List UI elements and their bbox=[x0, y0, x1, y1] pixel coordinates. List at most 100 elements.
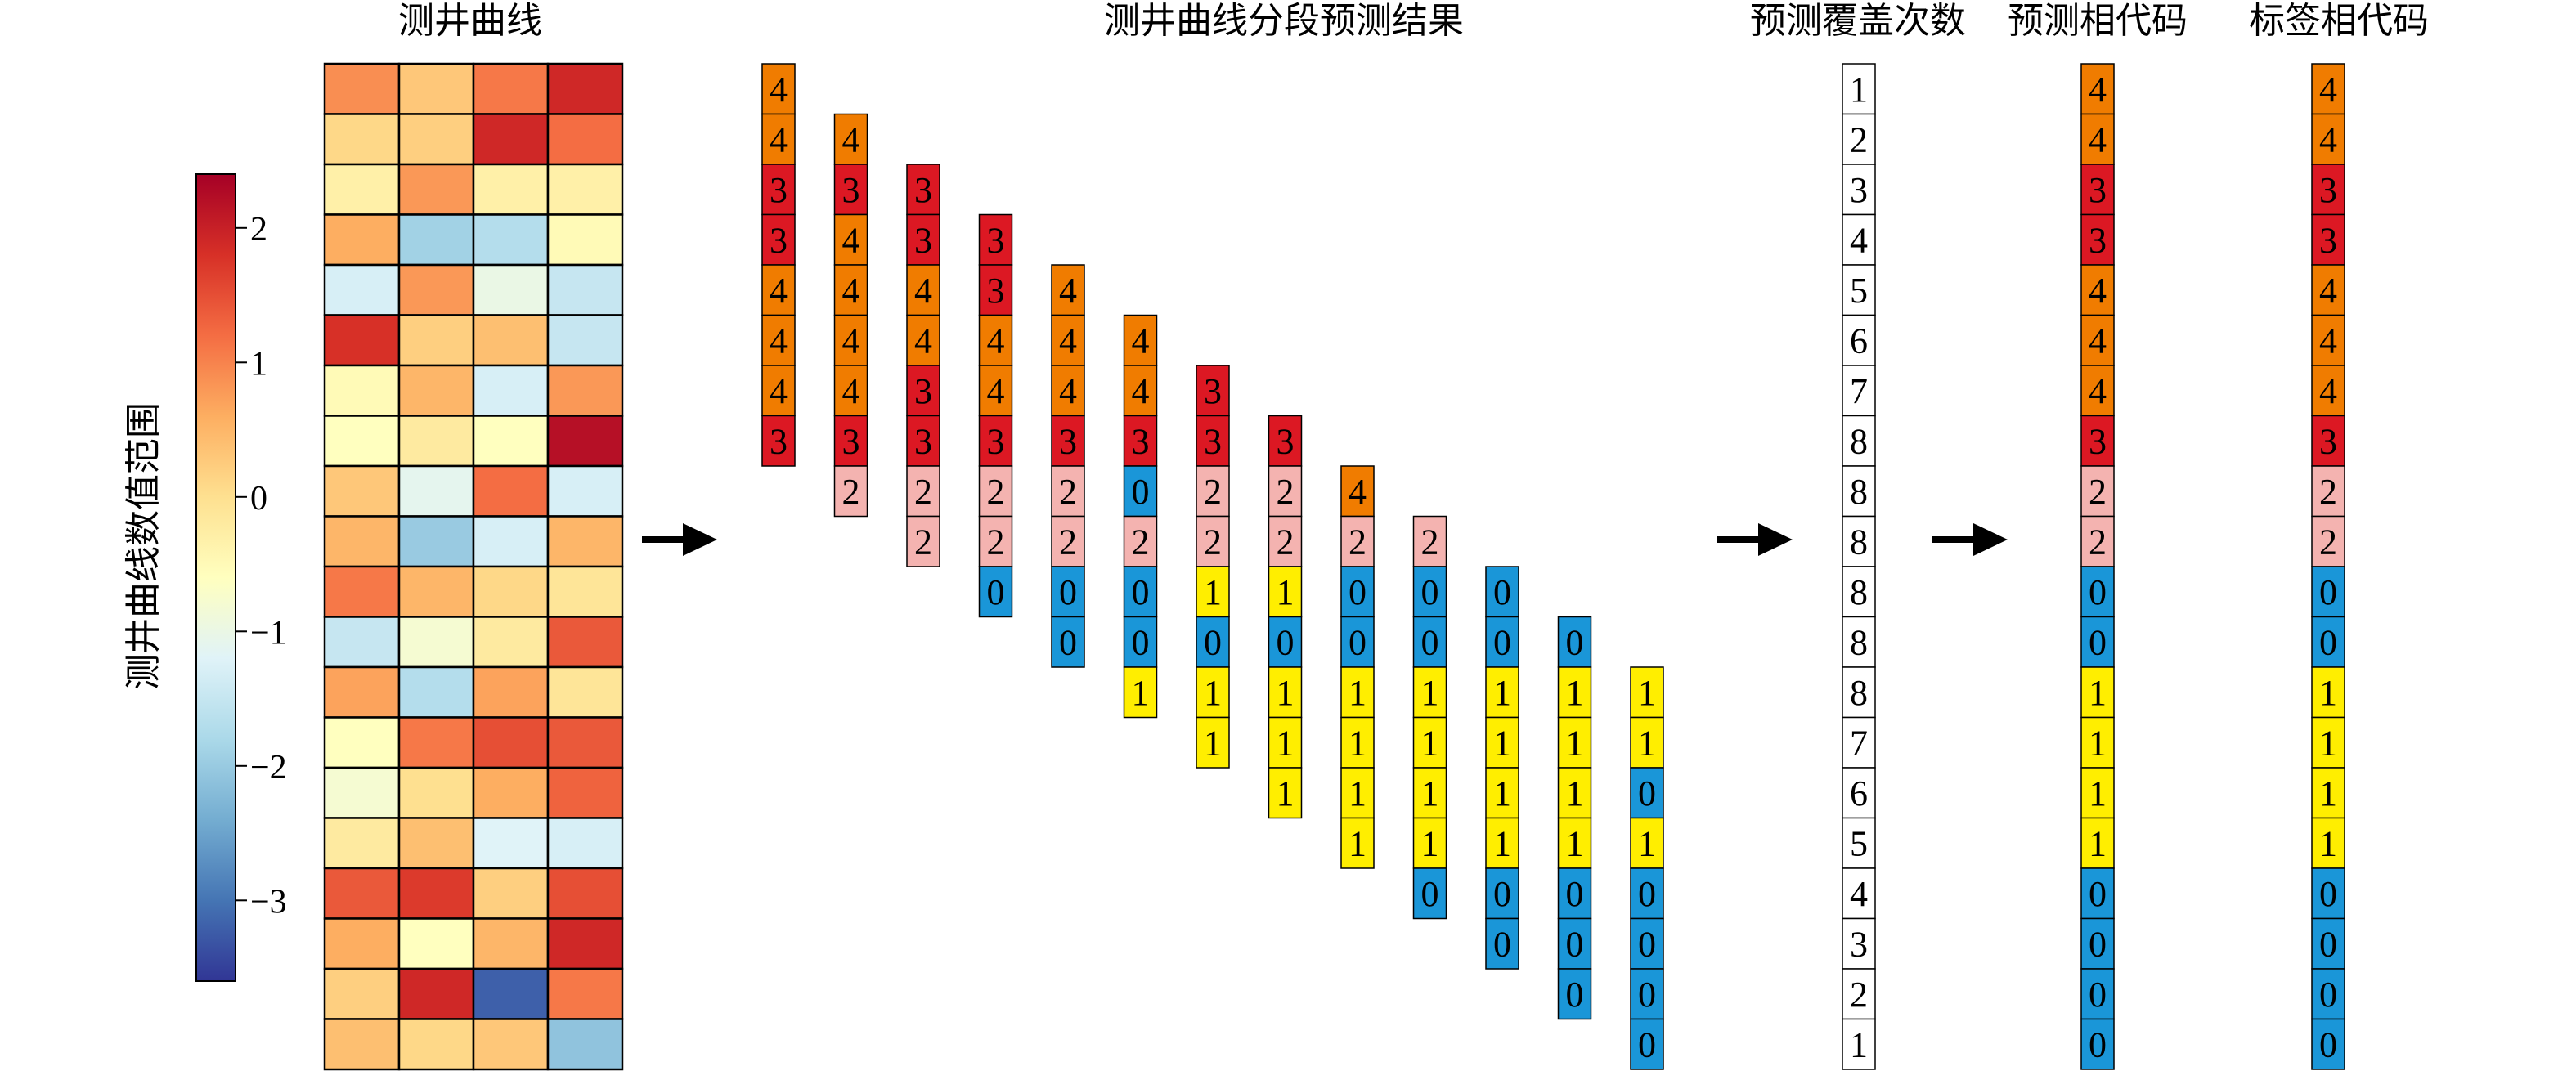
code-cell-label: 1 bbox=[1349, 773, 1367, 813]
code-cell-label: 2 bbox=[1277, 522, 1295, 562]
code-cell: 1 bbox=[2311, 817, 2345, 869]
segment-column: 4 4 3 3 4 4 4 3 bbox=[761, 63, 796, 467]
code-cell-box bbox=[1196, 616, 1230, 668]
code-cell: 3 bbox=[1842, 917, 1876, 970]
code-cell: 2 bbox=[1268, 465, 1303, 518]
heatmap-cell bbox=[546, 62, 624, 115]
code-cell-label: 0 bbox=[1493, 924, 1511, 964]
segment-column: 4 2 0 0 1 1 1 1 bbox=[1340, 465, 1375, 869]
code-cell: 1 bbox=[1268, 666, 1303, 719]
code-cell-box bbox=[1842, 264, 1876, 316]
code-cell-label: 1 bbox=[1566, 723, 1584, 763]
code-cell-label: 1 bbox=[2319, 823, 2337, 863]
code-cell: 1 bbox=[2080, 817, 2115, 869]
code-cell-label: 1 bbox=[1493, 823, 1511, 863]
code-cell-label: 2 bbox=[987, 522, 1005, 562]
code-cell-box bbox=[1485, 817, 1519, 869]
code-cell-box bbox=[1557, 817, 1592, 869]
code-cell: 2 bbox=[978, 465, 1013, 518]
code-cell-box bbox=[1842, 616, 1876, 668]
code-cell-label: 0 bbox=[1349, 572, 1367, 612]
heatmap-cell bbox=[323, 817, 401, 870]
code-cell-label: 4 bbox=[1059, 320, 1077, 361]
code-cell-label: 1 bbox=[1638, 723, 1656, 763]
code-cell: 4 bbox=[2311, 365, 2345, 417]
heatmap-cell bbox=[472, 716, 550, 769]
code-cell: 4 bbox=[761, 264, 796, 316]
code-cell: 3 bbox=[2080, 415, 2115, 467]
code-cell-box bbox=[1557, 867, 1592, 920]
code-cell-box bbox=[1412, 817, 1447, 869]
code-cell-label: 4 bbox=[2089, 69, 2107, 110]
code-cell-box bbox=[1051, 415, 1085, 467]
code-cell-box bbox=[2311, 465, 2345, 518]
segment-column: 3 3 4 4 3 3 2 2 bbox=[906, 164, 940, 567]
code-cell: 3 bbox=[1196, 365, 1230, 417]
code-cell-label: 0 bbox=[1493, 874, 1511, 914]
code-cell-label: 4 bbox=[1059, 371, 1077, 411]
code-cell-box bbox=[1412, 666, 1447, 719]
heatmap-cell bbox=[472, 263, 550, 316]
code-cell-label: 0 bbox=[1059, 622, 1077, 662]
code-cell: 1 bbox=[1196, 566, 1230, 618]
segment-column: 4 4 4 3 2 2 0 0 bbox=[1051, 264, 1085, 668]
code-cell-box bbox=[1268, 716, 1303, 769]
code-cell: 1 bbox=[1630, 817, 1664, 869]
code-cell-label: 1 bbox=[1204, 572, 1222, 612]
code-cell: 1 bbox=[1340, 666, 1375, 719]
heatmap-cell bbox=[472, 867, 550, 920]
code-cell-label: 2 bbox=[2319, 522, 2337, 562]
code-cell-box bbox=[1340, 616, 1375, 668]
heatmap-cell bbox=[323, 213, 401, 267]
code-cell-box bbox=[978, 465, 1013, 518]
code-cell-box bbox=[1051, 264, 1085, 316]
code-cell: 6 bbox=[1842, 767, 1876, 819]
code-cell: 8 bbox=[1842, 566, 1876, 618]
code-cell-box bbox=[1123, 515, 1158, 567]
code-cell: 4 bbox=[1340, 465, 1375, 518]
code-cell-box bbox=[906, 415, 940, 467]
code-cell-label: 0 bbox=[1638, 1024, 1656, 1064]
code-cell: 1 bbox=[1630, 666, 1664, 719]
heatmap-cell bbox=[472, 766, 550, 819]
colorbar: 2 1 0 −1 −2 −3 测井曲线数值范围 bbox=[123, 173, 287, 982]
code-cell: 4 bbox=[833, 113, 868, 165]
heatmap-cell bbox=[397, 464, 475, 518]
code-cell: 4 bbox=[2311, 264, 2345, 316]
code-cell: 4 bbox=[761, 113, 796, 165]
heatmap-cell bbox=[397, 917, 475, 970]
code-cell-box bbox=[1842, 968, 1876, 1020]
heatmap-cell bbox=[397, 967, 475, 1020]
code-cell-label: 5 bbox=[1850, 271, 1868, 311]
code-cell-label: 0 bbox=[1566, 975, 1584, 1015]
code-cell: 3 bbox=[1051, 415, 1085, 467]
code-cell-box bbox=[1842, 314, 1876, 366]
code-cell-label: 4 bbox=[1850, 220, 1868, 260]
code-cell-box bbox=[2311, 213, 2345, 266]
code-cell: 4 bbox=[761, 63, 796, 115]
heatmap-cell bbox=[546, 364, 624, 417]
heatmap-cell bbox=[323, 716, 401, 769]
code-cell-box bbox=[1630, 767, 1664, 819]
code-cell-box bbox=[1123, 415, 1158, 467]
heatmap-cell bbox=[546, 766, 624, 819]
code-cell: 3 bbox=[906, 415, 940, 467]
heatmap-cell bbox=[472, 817, 550, 870]
segment-column: 3 2 2 1 0 1 1 1 bbox=[1268, 415, 1303, 819]
code-cell-label: 4 bbox=[1850, 874, 1868, 914]
segment-column: 2 0 0 1 1 1 1 0 bbox=[1412, 515, 1447, 920]
code-cell-box bbox=[2311, 666, 2345, 719]
code-cell-label: 1 bbox=[1493, 773, 1511, 813]
heatmap-cell bbox=[472, 213, 550, 267]
heatmap-cell bbox=[323, 464, 401, 518]
code-cell-label: 0 bbox=[1493, 572, 1511, 612]
code-cell: 0 bbox=[1557, 867, 1592, 920]
heatmap-cell bbox=[472, 565, 550, 618]
code-cell: 0 bbox=[1196, 616, 1230, 668]
code-cell-box bbox=[906, 465, 940, 518]
code-cell-box bbox=[1268, 515, 1303, 567]
code-cell-box bbox=[1412, 867, 1447, 920]
code-cell: 4 bbox=[1123, 314, 1158, 366]
heatmap-cell bbox=[397, 716, 475, 769]
code-cell-box bbox=[1485, 566, 1519, 618]
